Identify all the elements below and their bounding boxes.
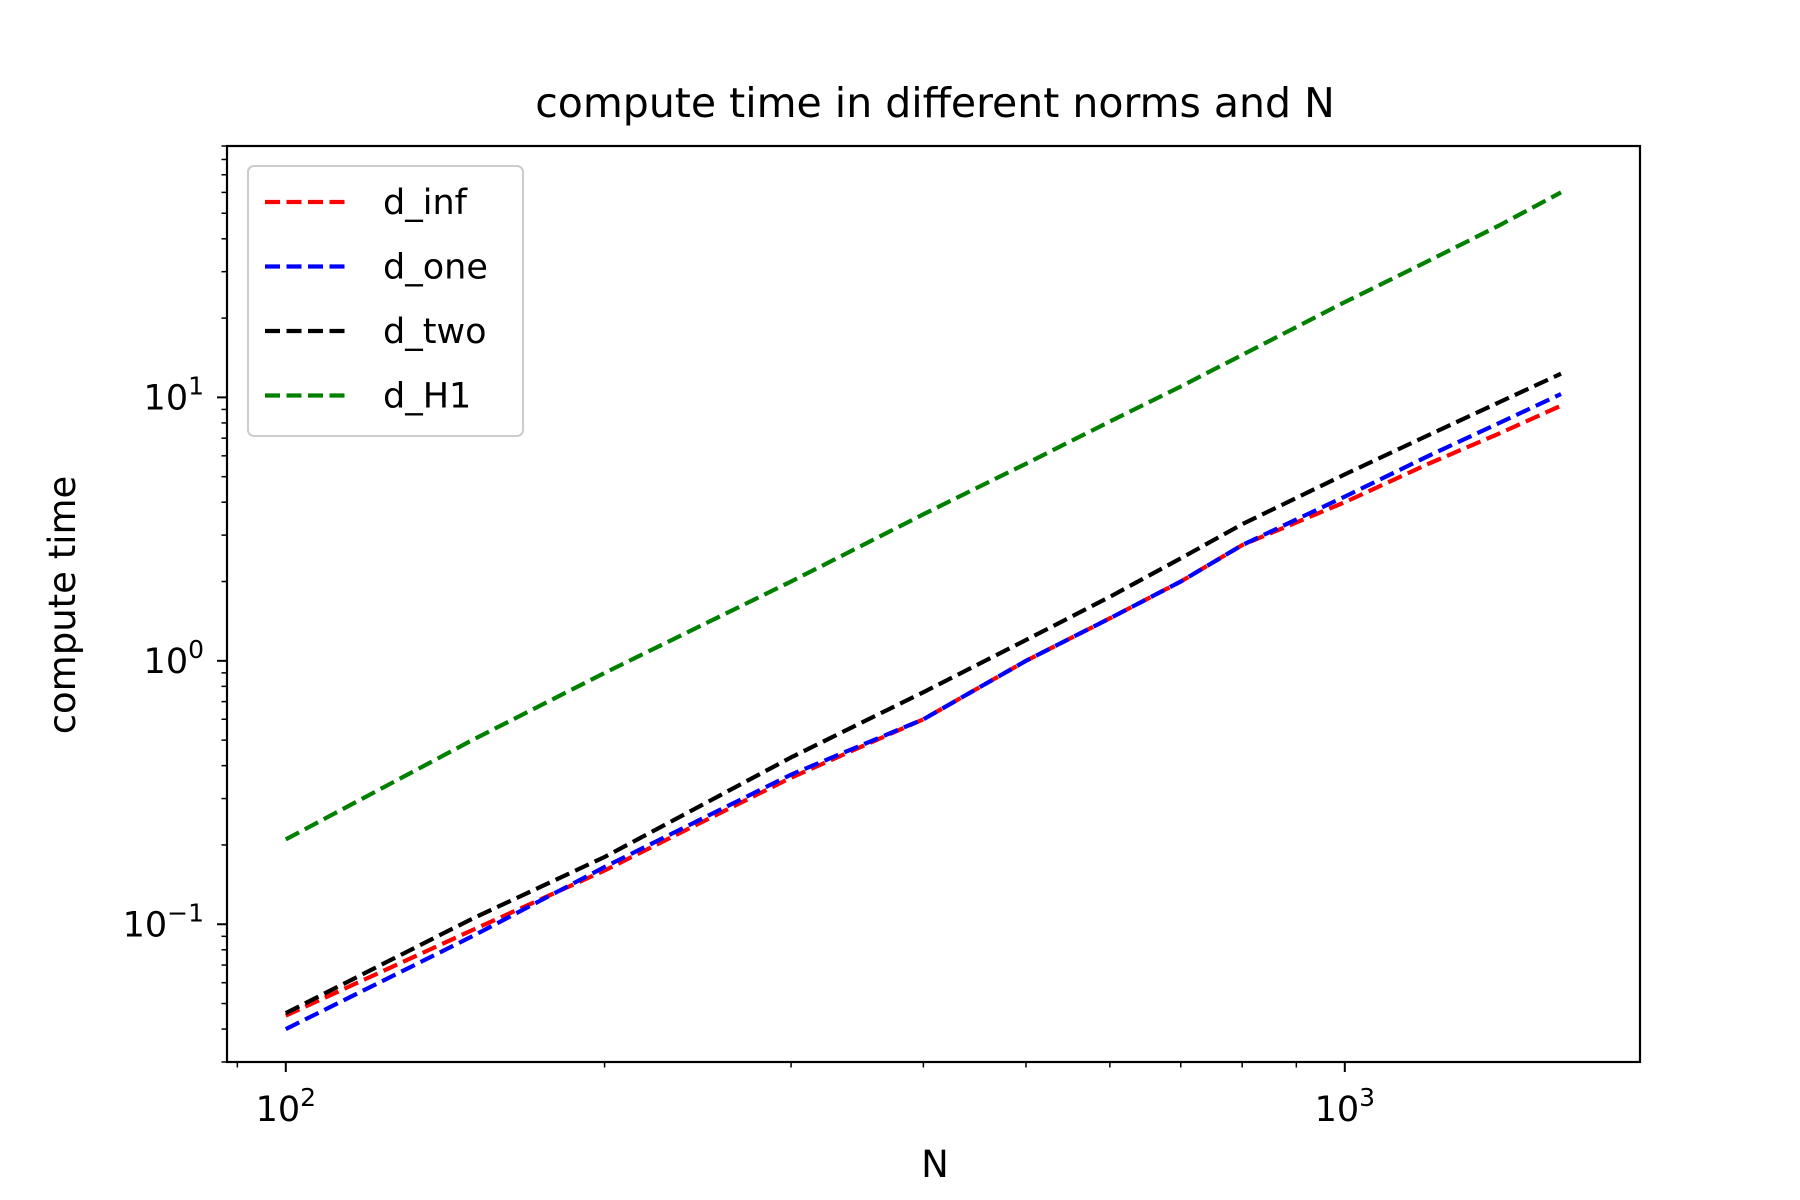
chart-title: compute time in different norms and N (535, 79, 1335, 127)
y-axis-label: compute time (41, 476, 84, 735)
series-line-d-one (284, 392, 1562, 1031)
x-tick-label-base: 10 (1315, 1090, 1360, 1130)
y-tick-label: 10−1 (123, 898, 204, 945)
x-tick-label: 102 (256, 1083, 316, 1130)
x-axis-label: N (921, 1143, 949, 1186)
y-tick-label-exponent: 1 (188, 371, 204, 400)
series-line-d-h1 (284, 190, 1562, 842)
x-tick-label-base: 10 (256, 1090, 301, 1130)
axes-frame (225, 144, 1642, 1064)
legend-label: d_H1 (383, 377, 471, 417)
axes-border (225, 144, 1642, 1064)
y-tick-label: 100 (144, 635, 204, 682)
y-tick-label-base: 10 (144, 642, 189, 682)
legend-label: d_inf (383, 183, 468, 223)
y-tick-label-exponent: 0 (188, 635, 204, 664)
series-line-d-inf (284, 403, 1562, 1018)
legend: d_inf d_one d_two d_H1 (247, 165, 524, 437)
legend-label: d_two (383, 312, 486, 352)
x-tick-label: 103 (1315, 1083, 1375, 1130)
legend-box (247, 165, 524, 437)
x-tick-label-exponent: 2 (300, 1083, 316, 1112)
legend-label: d_one (383, 248, 488, 288)
series-layer (284, 190, 1562, 1031)
y-tick-label-base: 10 (144, 378, 189, 418)
x-tick-label-exponent: 3 (1359, 1083, 1375, 1112)
y-tick-label-exponent: −1 (167, 898, 204, 927)
y-tick-label-base: 10 (123, 905, 168, 945)
x-axis-ticks: 102 103 (236, 1062, 1375, 1130)
series-line-d-two (284, 371, 1562, 1015)
y-tick-label: 101 (144, 371, 204, 418)
